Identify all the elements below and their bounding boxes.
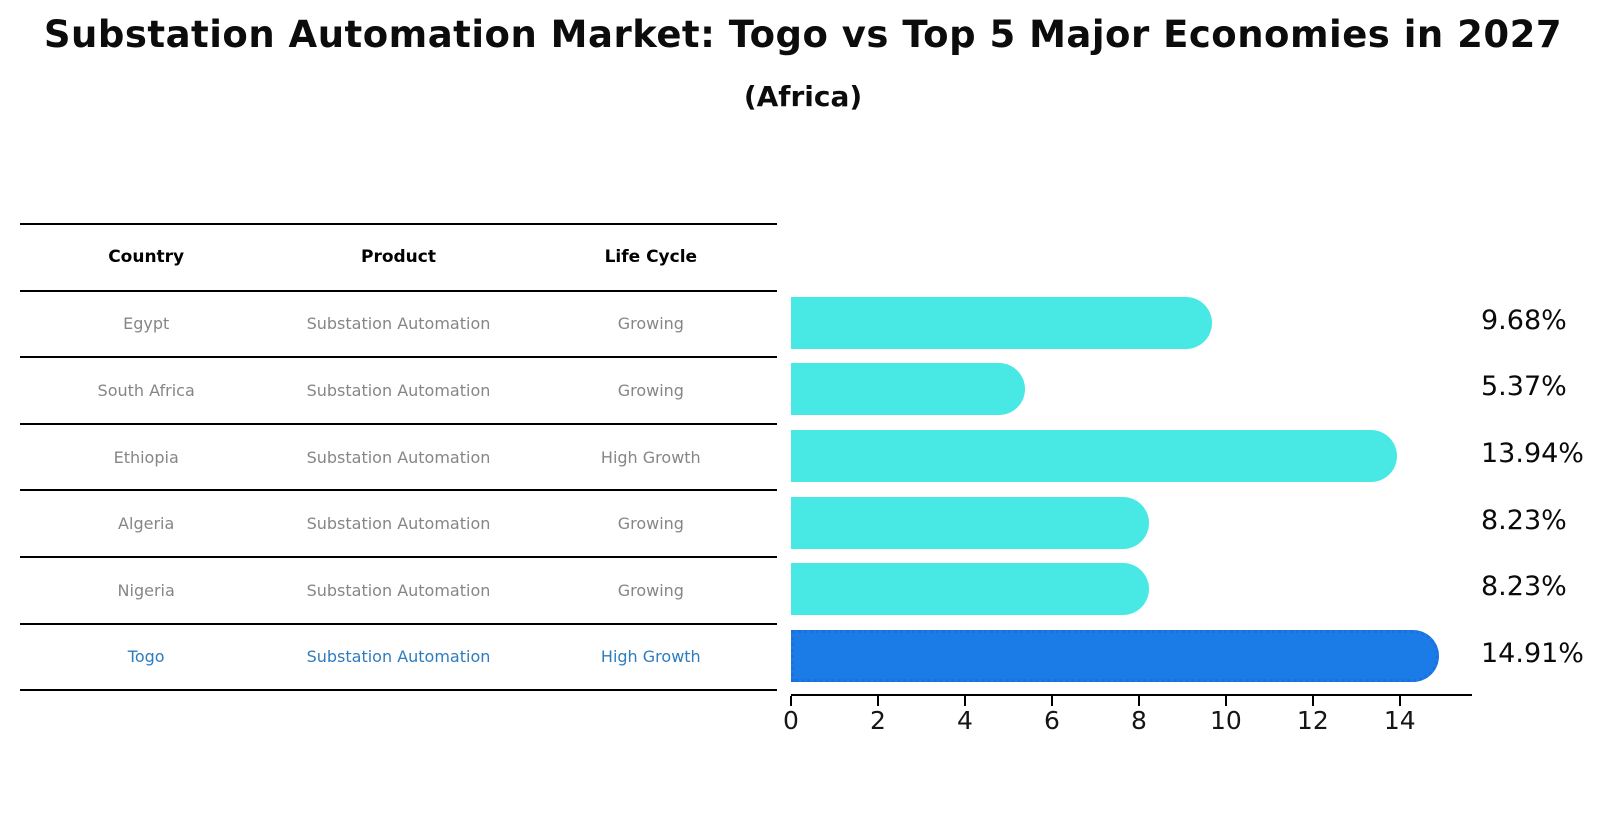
- x-axis-tick: [1050, 696, 1053, 706]
- bar-value-label: 8.23%: [1481, 504, 1567, 536]
- x-axis-tick: [1224, 696, 1227, 706]
- cell-product: Substation Automation: [306, 580, 491, 600]
- x-axis-tick-label: 10: [1209, 706, 1242, 735]
- bar-value-label: 8.23%: [1481, 571, 1567, 603]
- chart-title: Substation Automation Market: Togo vs To…: [43, 13, 1563, 56]
- chart-subtitle: (Africa): [743, 80, 863, 113]
- cell-country: South Africa: [97, 380, 195, 400]
- x-axis-tick-label: 0: [783, 706, 799, 735]
- cell-product: Substation Automation: [306, 514, 491, 534]
- country-table: Country Product Life Cycle Egypt Substat…: [20, 223, 777, 692]
- table-row-ethiopia: Ethiopia Substation Automation High Grow…: [20, 425, 777, 492]
- x-axis-tick: [1311, 696, 1314, 706]
- cell-product: Substation Automation: [306, 314, 491, 334]
- header-country: Country: [108, 247, 185, 268]
- table-row-south-africa: South Africa Substation Automation Growi…: [20, 358, 777, 425]
- cell-product: Substation Automation: [306, 380, 491, 400]
- cell-life-cycle: High Growth: [600, 447, 701, 467]
- x-axis-line: [791, 694, 1472, 696]
- cell-life-cycle: High Growth: [600, 647, 701, 667]
- x-axis-tick-label: 12: [1296, 706, 1329, 735]
- bar-egypt: [791, 296, 1212, 349]
- cell-country: Togo: [127, 647, 165, 667]
- cell-product: Substation Automation: [306, 647, 491, 667]
- cell-life-cycle: Growing: [617, 580, 684, 600]
- header-product: Product: [360, 247, 436, 268]
- x-axis-tick: [790, 696, 792, 706]
- x-axis-tick: [876, 696, 879, 706]
- x-axis-tick-label: 4: [956, 706, 973, 735]
- bar-value-label: 13.94%: [1481, 437, 1584, 469]
- x-axis-tick: [1398, 696, 1401, 706]
- cell-product: Substation Automation: [306, 447, 491, 467]
- table-row-egypt: Egypt Substation Automation Growing: [20, 292, 777, 359]
- cell-country: Ethiopia: [113, 447, 179, 467]
- table-row-togo: Togo Substation Automation High Growth: [20, 625, 777, 692]
- bar-value-label: 14.91%: [1481, 637, 1584, 669]
- x-axis-tick: [963, 696, 966, 706]
- bar-ethiopia: [791, 429, 1398, 482]
- x-axis-tick: [1137, 696, 1140, 706]
- bar-algeria: [791, 496, 1149, 549]
- bar-togo: [791, 629, 1440, 682]
- bar-nigeria: [791, 563, 1149, 616]
- header-life-cycle: Life Cycle: [604, 247, 698, 268]
- table-row-nigeria: Nigeria Substation Automation Growing: [20, 558, 777, 625]
- bar-south-africa: [791, 363, 1025, 416]
- x-axis-tick-label: 14: [1383, 706, 1416, 735]
- cell-life-cycle: Growing: [617, 514, 684, 534]
- cell-country: Nigeria: [117, 580, 175, 600]
- x-axis-tick-label: 2: [870, 706, 886, 735]
- x-axis-tick-label: 6: [1043, 706, 1060, 735]
- table-header-row: Country Product Life Cycle: [20, 225, 777, 292]
- bar-value-label: 5.37%: [1481, 371, 1567, 403]
- cell-life-cycle: Growing: [617, 314, 684, 334]
- cell-life-cycle: Growing: [617, 380, 684, 400]
- table-row-algeria: Algeria Substation Automation Growing: [20, 491, 777, 558]
- bar-value-label: 9.68%: [1481, 304, 1567, 336]
- cell-country: Egypt: [123, 314, 170, 334]
- x-axis-tick-label: 8: [1130, 706, 1147, 735]
- cell-country: Algeria: [118, 514, 175, 534]
